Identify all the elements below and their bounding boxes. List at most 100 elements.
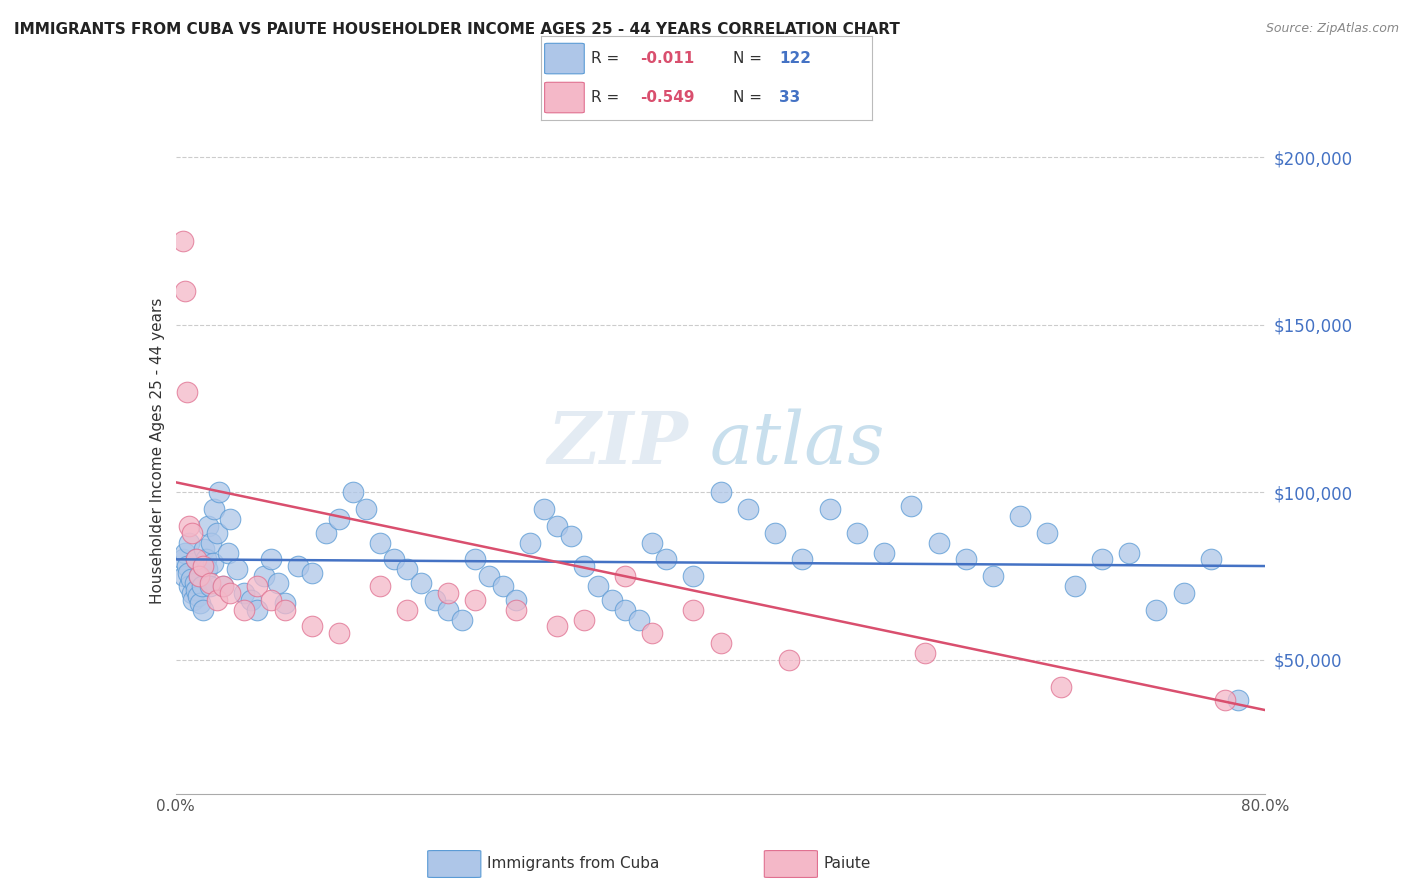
Point	[190, 579, 212, 593]
Point	[202, 502, 225, 516]
Point	[382, 552, 405, 566]
Point	[600, 592, 623, 607]
Point	[186, 589, 209, 603]
Point	[328, 512, 350, 526]
Point	[177, 566, 200, 580]
Point	[845, 525, 868, 540]
Point	[1118, 546, 1140, 560]
Point	[792, 552, 814, 566]
Point	[1146, 602, 1168, 616]
Point	[492, 579, 515, 593]
Point	[818, 502, 841, 516]
Point	[614, 602, 637, 616]
Point	[219, 512, 242, 526]
Point	[1173, 586, 1195, 600]
Point	[437, 586, 460, 600]
Point	[328, 626, 350, 640]
Point	[174, 546, 197, 560]
Point	[464, 592, 486, 607]
Point	[533, 502, 555, 516]
FancyBboxPatch shape	[544, 82, 585, 112]
Point	[342, 485, 364, 500]
Point	[301, 566, 323, 580]
Point	[194, 552, 217, 566]
Point	[450, 613, 472, 627]
Point	[519, 535, 541, 549]
Point	[1199, 552, 1222, 566]
Point	[928, 535, 950, 549]
Point	[193, 542, 215, 557]
Point	[186, 582, 208, 597]
Point	[356, 502, 378, 516]
Text: 122: 122	[779, 51, 811, 66]
Text: R =: R =	[591, 51, 619, 66]
Point	[179, 519, 201, 533]
Point	[179, 579, 201, 593]
Point	[274, 596, 297, 610]
Point	[1213, 693, 1236, 707]
Point	[186, 552, 208, 566]
Point	[315, 525, 337, 540]
Point	[191, 559, 214, 574]
Point	[574, 559, 596, 574]
Point	[187, 569, 209, 583]
Point	[181, 525, 204, 540]
Point	[212, 579, 235, 593]
Point	[174, 285, 197, 299]
Point	[710, 636, 733, 650]
Point	[246, 579, 269, 593]
Point	[287, 559, 309, 574]
Point	[217, 546, 239, 560]
Point	[301, 619, 323, 633]
Point	[641, 626, 664, 640]
Text: -0.549: -0.549	[641, 90, 695, 105]
Point	[655, 552, 678, 566]
Point	[710, 485, 733, 500]
Point	[955, 552, 977, 566]
Point	[181, 586, 204, 600]
Point	[197, 519, 219, 533]
Point	[914, 646, 936, 660]
Text: IMMIGRANTS FROM CUBA VS PAIUTE HOUSEHOLDER INCOME AGES 25 - 44 YEARS CORRELATION: IMMIGRANTS FROM CUBA VS PAIUTE HOUSEHOLD…	[14, 22, 900, 37]
Point	[205, 525, 228, 540]
Point	[186, 552, 208, 566]
Point	[423, 592, 446, 607]
Point	[253, 569, 276, 583]
Text: Immigrants from Cuba: Immigrants from Cuba	[486, 855, 659, 871]
FancyBboxPatch shape	[765, 851, 817, 878]
Point	[682, 602, 704, 616]
Point	[191, 559, 214, 574]
Point	[200, 535, 222, 549]
Point	[267, 575, 290, 590]
Point	[195, 562, 218, 576]
Point	[179, 535, 201, 549]
Point	[219, 586, 242, 600]
Point	[246, 602, 269, 616]
Point	[437, 602, 460, 616]
Point	[183, 592, 205, 607]
Point	[368, 535, 391, 549]
Point	[260, 592, 283, 607]
Point	[682, 569, 704, 583]
Point	[188, 596, 211, 610]
Point	[205, 592, 228, 607]
Point	[464, 552, 486, 566]
Point	[226, 562, 249, 576]
Text: -0.011: -0.011	[641, 51, 695, 66]
Point	[239, 592, 262, 607]
Point	[208, 485, 231, 500]
Y-axis label: Householder Income Ages 25 - 44 years: Householder Income Ages 25 - 44 years	[149, 297, 165, 604]
Point	[172, 552, 194, 566]
Point	[260, 552, 283, 566]
Point	[981, 569, 1004, 583]
Point	[396, 602, 419, 616]
Point	[173, 569, 195, 583]
Point	[409, 575, 432, 590]
Point	[900, 499, 922, 513]
Point	[627, 613, 650, 627]
Point	[184, 575, 207, 590]
Point	[574, 613, 596, 627]
Point	[546, 619, 568, 633]
Point	[176, 559, 198, 574]
Text: Paiute: Paiute	[824, 855, 870, 871]
